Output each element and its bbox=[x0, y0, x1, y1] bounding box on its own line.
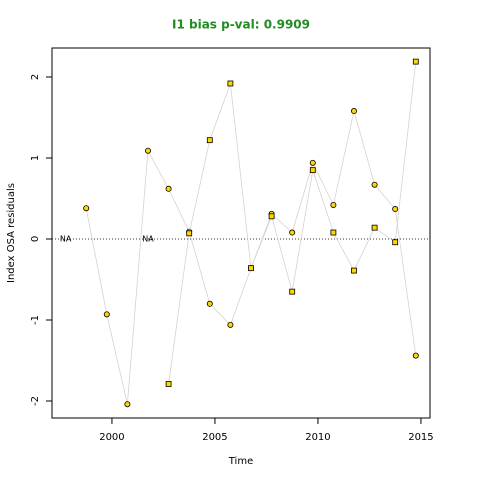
point bbox=[289, 229, 296, 236]
point bbox=[206, 300, 213, 307]
plot-frame bbox=[51, 47, 431, 419]
annotation: NA bbox=[60, 234, 72, 243]
y-tick-label: -1 bbox=[30, 315, 41, 325]
y-tick-label: 0 bbox=[30, 236, 41, 242]
point bbox=[412, 352, 419, 359]
x-tick-label: 2015 bbox=[408, 432, 433, 443]
point bbox=[165, 185, 172, 192]
x-axis-label: Time bbox=[228, 456, 253, 467]
point bbox=[227, 321, 234, 328]
point bbox=[392, 206, 399, 213]
point bbox=[289, 288, 296, 295]
series-line bbox=[168, 61, 417, 385]
point bbox=[186, 230, 193, 237]
point bbox=[371, 181, 378, 188]
point bbox=[103, 311, 110, 318]
point bbox=[309, 167, 316, 174]
point bbox=[165, 381, 172, 387]
chart-title: I1 bias p-val: 0.9909 bbox=[172, 18, 310, 32]
point bbox=[268, 213, 275, 220]
y-tick-label: 2 bbox=[30, 74, 41, 80]
x-tick-label: 2010 bbox=[305, 432, 330, 443]
point bbox=[83, 205, 90, 212]
point bbox=[351, 267, 357, 274]
point bbox=[124, 401, 131, 408]
x-tick-label: 2000 bbox=[99, 432, 124, 443]
point bbox=[227, 80, 234, 87]
y-axis-label: Index OSA residuals bbox=[6, 183, 17, 283]
y-tick-label: 1 bbox=[30, 155, 41, 161]
y-tick-label: -2 bbox=[30, 396, 41, 406]
annotation: NA bbox=[142, 234, 154, 243]
series-line bbox=[85, 110, 417, 405]
point bbox=[144, 147, 151, 154]
point bbox=[371, 224, 378, 231]
point bbox=[330, 201, 337, 208]
point bbox=[350, 108, 357, 115]
point bbox=[330, 229, 337, 236]
x-tick-label: 2005 bbox=[202, 432, 227, 443]
point bbox=[248, 265, 254, 272]
point bbox=[206, 137, 213, 144]
point bbox=[309, 159, 316, 166]
point bbox=[392, 239, 399, 246]
point bbox=[412, 58, 419, 65]
